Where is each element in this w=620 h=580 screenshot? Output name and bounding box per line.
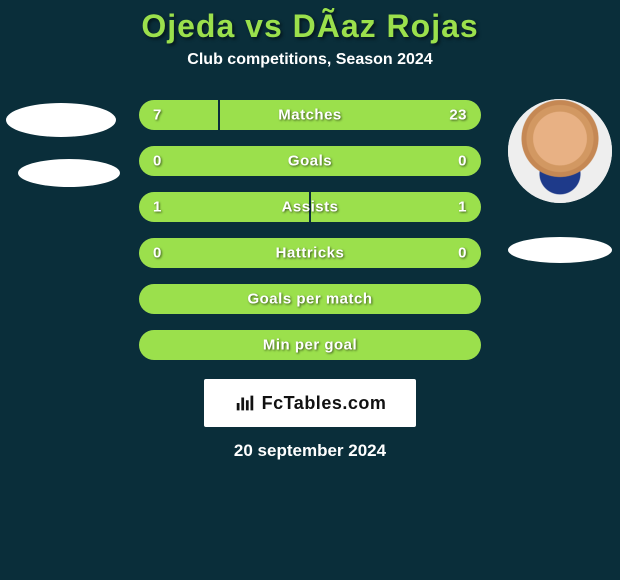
stat-bar-goals: 0 Goals 0 <box>138 145 482 177</box>
stat-bar-assists: 1 Assists 1 <box>138 191 482 223</box>
subtitle: Club competitions, Season 2024 <box>0 51 620 99</box>
stat-bars: 7 Matches 23 0 Goals 0 1 Assists 1 0 Hat… <box>138 99 482 361</box>
date-text: 20 september 2024 <box>0 441 620 461</box>
fill-right <box>219 100 481 130</box>
stat-bar-gpm: Goals per match <box>138 283 482 315</box>
brand-text: FcTables.com <box>262 393 387 414</box>
stat-bar-hattricks: 0 Hattricks 0 <box>138 237 482 269</box>
stat-label: Matches <box>278 107 342 124</box>
brand-badge: FcTables.com <box>204 379 416 427</box>
brand-logo-icon <box>234 392 256 414</box>
stat-left-value: 0 <box>153 245 162 262</box>
stat-label: Min per goal <box>263 337 357 354</box>
stat-label: Goals per match <box>247 291 372 308</box>
stat-label: Goals <box>288 153 332 170</box>
placeholder-oval-left-1 <box>6 103 116 137</box>
stat-right-value: 0 <box>458 245 467 262</box>
avatar-right-face <box>508 99 612 203</box>
comparison-content: 7 Matches 23 0 Goals 0 1 Assists 1 0 Hat… <box>0 99 620 461</box>
stat-left-value: 0 <box>153 153 162 170</box>
fill-left <box>139 100 219 130</box>
stat-label: Assists <box>282 199 339 216</box>
stat-right-value: 23 <box>449 107 467 124</box>
stat-right-value: 0 <box>458 153 467 170</box>
stat-left-value: 1 <box>153 199 162 216</box>
stat-bar-matches: 7 Matches 23 <box>138 99 482 131</box>
placeholder-oval-right <box>508 237 612 263</box>
avatar-right <box>508 99 612 203</box>
stat-label: Hattricks <box>276 245 345 262</box>
placeholder-oval-left-2 <box>18 159 120 187</box>
page-title: Ojeda vs DÃ­az Rojas <box>0 0 620 51</box>
stat-bar-mpg: Min per goal <box>138 329 482 361</box>
stat-right-value: 1 <box>458 199 467 216</box>
stat-left-value: 7 <box>153 107 162 124</box>
